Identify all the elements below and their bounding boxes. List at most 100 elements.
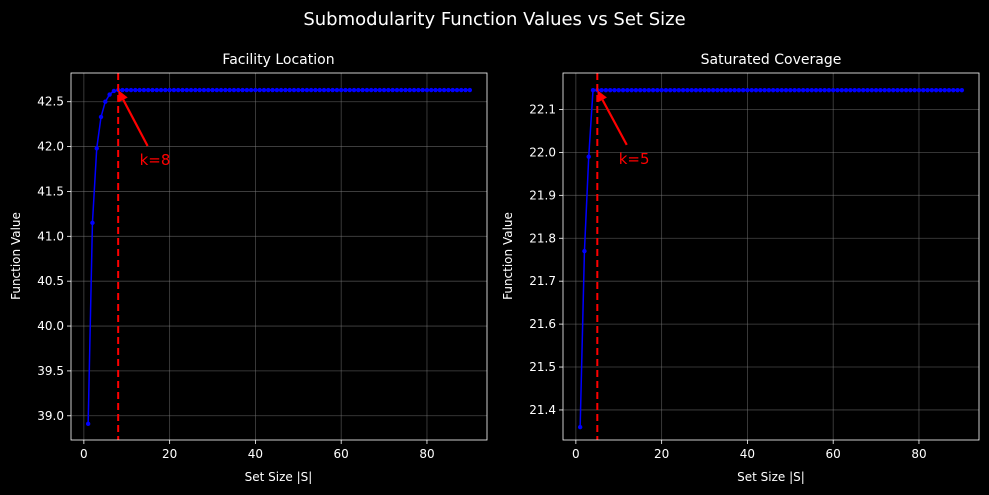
facility-location-marker bbox=[146, 87, 151, 93]
facility-location-marker bbox=[467, 87, 473, 93]
facility-location-marker bbox=[338, 87, 344, 93]
saturated-coverage-marker bbox=[698, 87, 703, 93]
facility-location-marker bbox=[454, 87, 460, 93]
saturated-coverage-marker bbox=[642, 87, 647, 93]
facility-location-marker bbox=[163, 87, 168, 93]
facility-location-marker bbox=[411, 87, 417, 93]
facility-location-marker bbox=[424, 87, 430, 93]
facility-location-marker bbox=[240, 87, 245, 93]
facility-location-marker bbox=[124, 87, 129, 93]
saturated-coverage-marker bbox=[693, 87, 699, 93]
facility-location-ytick-label: 39.5 bbox=[37, 364, 64, 378]
saturated-coverage-marker bbox=[882, 87, 887, 93]
saturated-coverage-marker bbox=[719, 87, 724, 93]
facility-location-marker bbox=[248, 87, 254, 93]
facility-location-panel: Facility Location Set Size |S| Function … bbox=[9, 52, 488, 484]
facility-location-marker bbox=[407, 87, 412, 93]
saturated-coverage-xtick-label: 40 bbox=[740, 447, 755, 461]
saturated-coverage-marker bbox=[779, 87, 784, 93]
saturated-coverage-marker bbox=[946, 87, 952, 93]
facility-location-ytick-label: 42.0 bbox=[37, 140, 64, 154]
saturated-coverage-marker bbox=[655, 87, 660, 93]
saturated-coverage-marker bbox=[843, 87, 849, 93]
figure-title: Submodularity Function Values vs Set Siz… bbox=[303, 9, 685, 30]
facility-location-marker bbox=[274, 87, 280, 93]
facility-location-marker bbox=[308, 87, 314, 93]
saturated-coverage-marker bbox=[865, 87, 870, 93]
saturated-coverage-marker bbox=[646, 87, 651, 93]
facility-location-marker bbox=[184, 87, 189, 93]
facility-location-marker bbox=[266, 87, 271, 93]
facility-location-ylabel: Function Value bbox=[9, 212, 23, 300]
facility-location-ytick-label: 41.5 bbox=[37, 184, 64, 198]
facility-location-xtick-label: 60 bbox=[334, 447, 349, 461]
facility-location-marker bbox=[141, 87, 147, 93]
facility-location-marker bbox=[193, 87, 198, 93]
facility-location-marker bbox=[223, 87, 228, 93]
facility-location-marker bbox=[111, 88, 117, 94]
saturated-coverage-marker bbox=[903, 87, 909, 93]
facility-location-marker bbox=[270, 87, 275, 93]
saturated-coverage-data bbox=[577, 73, 965, 440]
facility-location-marker bbox=[326, 87, 331, 93]
facility-location-marker bbox=[253, 87, 258, 93]
facility-location-marker bbox=[128, 87, 134, 93]
saturated-coverage-marker bbox=[740, 87, 746, 93]
saturated-coverage-marker bbox=[663, 87, 669, 93]
facility-location-marker bbox=[261, 87, 267, 93]
facility-location-marker bbox=[347, 87, 352, 93]
facility-location-marker bbox=[429, 87, 434, 93]
saturated-coverage-marker bbox=[783, 87, 789, 93]
saturated-coverage-marker bbox=[886, 87, 892, 93]
saturated-coverage-marker bbox=[809, 87, 814, 93]
facility-location-xtick-label: 0 bbox=[80, 447, 88, 461]
saturated-coverage-marker bbox=[873, 87, 879, 93]
saturated-coverage-marker bbox=[775, 87, 780, 93]
facility-location-marker bbox=[416, 87, 421, 93]
facility-location-marker bbox=[85, 421, 91, 427]
saturated-coverage-marker bbox=[625, 87, 630, 93]
facility-location-marker bbox=[231, 87, 237, 93]
facility-location-marker bbox=[236, 87, 241, 93]
facility-location-marker bbox=[459, 87, 464, 93]
facility-location-marker bbox=[321, 87, 327, 93]
facility-location-marker bbox=[433, 87, 438, 93]
facility-location-marker bbox=[364, 87, 370, 93]
saturated-coverage-marker bbox=[676, 87, 681, 93]
facility-location-marker bbox=[420, 87, 425, 93]
saturated-coverage-ytick-label: 21.6 bbox=[529, 317, 556, 331]
saturated-coverage-marker bbox=[616, 87, 621, 93]
saturated-coverage-marker bbox=[899, 87, 904, 93]
facility-location-ytick-label: 40.0 bbox=[37, 319, 64, 333]
facility-location-marker bbox=[300, 87, 305, 93]
facility-location-marker bbox=[98, 114, 104, 120]
facility-location-marker bbox=[283, 87, 288, 93]
saturated-coverage-marker bbox=[723, 87, 729, 93]
saturated-coverage-marker bbox=[929, 87, 935, 93]
saturated-coverage-marker bbox=[758, 87, 763, 93]
saturated-coverage-marker bbox=[659, 87, 664, 93]
saturated-coverage-marker bbox=[668, 87, 673, 93]
saturated-coverage-marker bbox=[895, 87, 900, 93]
facility-location-marker bbox=[313, 87, 318, 93]
saturated-coverage-marker bbox=[942, 87, 947, 93]
facility-location-marker bbox=[441, 87, 447, 93]
saturated-coverage-marker bbox=[603, 87, 609, 93]
facility-location-annotation-arrowhead bbox=[118, 90, 128, 103]
saturated-coverage-marker bbox=[633, 87, 639, 93]
saturated-coverage-marker bbox=[706, 87, 712, 93]
saturated-coverage-annotation-arrow bbox=[601, 99, 628, 146]
facility-location-ytick-label: 42.5 bbox=[37, 95, 64, 109]
facility-location-marker bbox=[218, 87, 224, 93]
saturated-coverage-marker bbox=[629, 87, 634, 93]
saturated-coverage-marker bbox=[925, 87, 930, 93]
saturated-coverage-marker bbox=[856, 87, 862, 93]
saturated-coverage-marker bbox=[800, 87, 806, 93]
facility-location-marker bbox=[167, 87, 172, 93]
saturated-coverage-marker bbox=[702, 87, 707, 93]
saturated-coverage-marker bbox=[822, 87, 827, 93]
facility-location-marker bbox=[394, 87, 400, 93]
facility-location-marker bbox=[360, 87, 365, 93]
facility-location-marker bbox=[257, 87, 262, 93]
